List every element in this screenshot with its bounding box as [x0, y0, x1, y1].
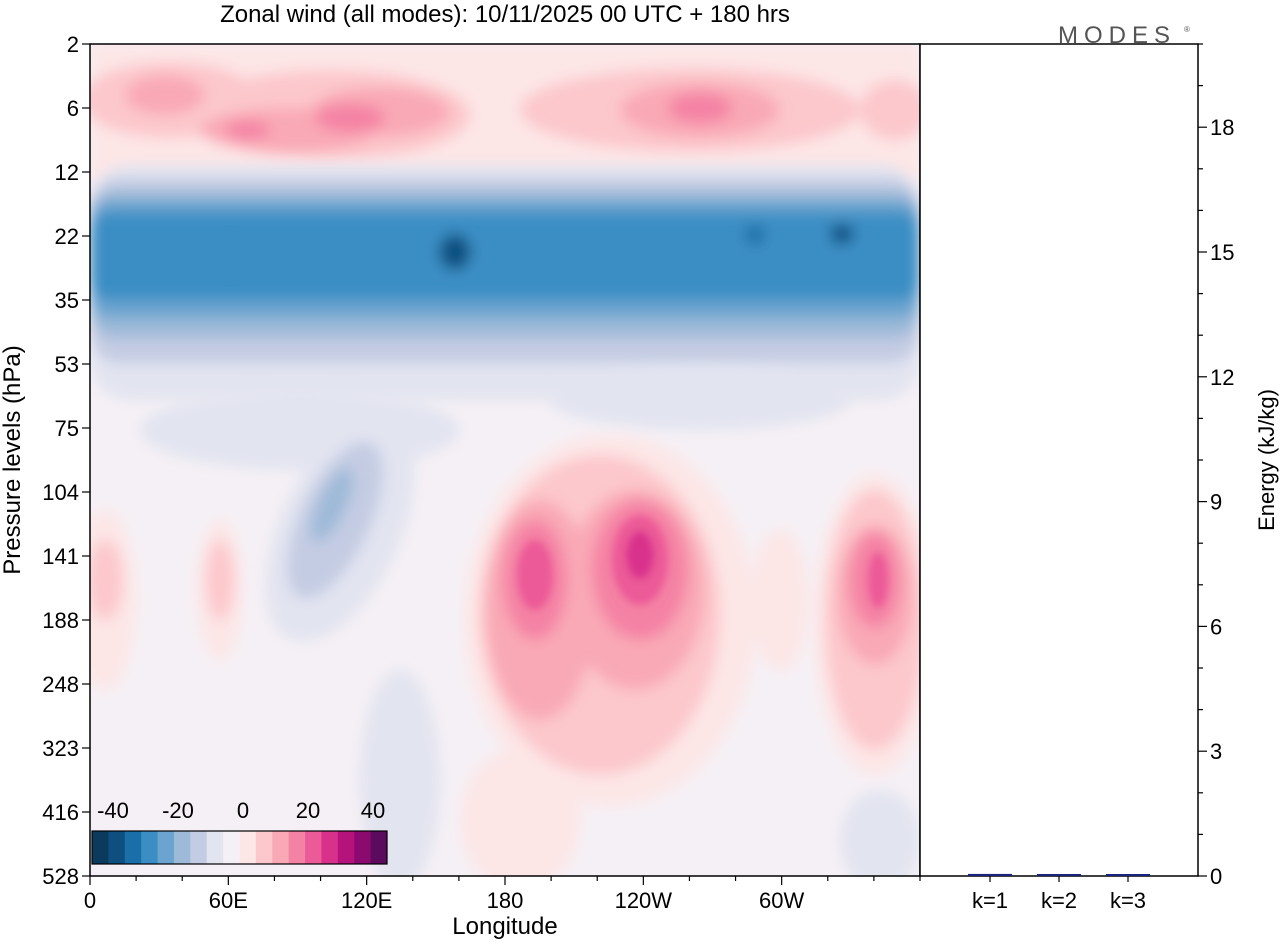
energy-category-label: k=2: [1041, 888, 1077, 913]
colorbar-swatch: [157, 831, 175, 864]
y-axis: 2 6 12 22 35 53 75 104 141 188 248 323 416 528: [42, 32, 90, 889]
y-tick-label: 12: [55, 160, 79, 185]
colorbar-tick-label: 20: [296, 798, 320, 823]
colorbar-swatch: [354, 831, 372, 864]
energy-tick-label: 6: [1210, 614, 1222, 639]
logo-registered-mark: ®: [1184, 25, 1190, 34]
colorbar-swatch: [305, 831, 322, 864]
energy-category-label: k=1: [972, 888, 1008, 913]
y-tick-label: 104: [42, 480, 79, 505]
energy-bar: [1106, 874, 1150, 876]
colorbar-swatch: [92, 831, 109, 864]
x-tick-label: 180: [487, 888, 524, 913]
energy-tick-label: 3: [1210, 739, 1222, 764]
energy-tick-label: 9: [1210, 490, 1222, 515]
colorbar-swatch: [141, 831, 159, 864]
y-tick-label: 2: [67, 32, 79, 57]
x-axis: 0 60E 120E 180 120W 60W: [84, 876, 921, 913]
colorbar-swatch: [239, 831, 257, 864]
x-tick-label: 60E: [209, 888, 248, 913]
x-tick-label: 120E: [341, 888, 392, 913]
energy-bar: [968, 873, 1012, 876]
lower-westerly-jets: [90, 435, 920, 876]
energy-panel-frame: [919, 43, 1199, 877]
colorbar-tick-label: 0: [237, 798, 249, 823]
energy-axis: 0 3 6 9 12 15 18: [1198, 43, 1234, 889]
x-tick-label: 0: [84, 888, 96, 913]
colorbar-swatch: [272, 831, 290, 864]
y-tick-label: 528: [42, 864, 79, 889]
jet-cores: [517, 515, 888, 610]
y-tick-label: 248: [42, 672, 79, 697]
colorbar-swatch: [206, 831, 224, 864]
y-axis-label: Pressure levels (hPa): [0, 345, 26, 574]
energy-tick-label: 0: [1210, 864, 1222, 889]
y-tick-label: 323: [42, 736, 79, 761]
y-tick-label: 53: [55, 352, 79, 377]
x-tick-label: 120W: [615, 888, 673, 913]
chart-title: Zonal wind (all modes): 10/11/2025 00 UT…: [220, 1, 790, 28]
energy-axis-label: Energy (kJ/kg): [1254, 389, 1279, 531]
upper-westerly-band: [90, 44, 920, 184]
x-axis-label: Longitude: [452, 913, 557, 940]
colorbar-swatch: [370, 831, 388, 864]
colorbar-swatch: [223, 831, 240, 864]
colorbar-tick-label: -20: [162, 798, 194, 823]
colorbar-swatch: [337, 831, 355, 864]
y-tick-label: 75: [55, 416, 79, 441]
y-tick-label: 416: [42, 800, 79, 825]
y-tick-label: 188: [42, 608, 79, 633]
colorbar-swatch: [321, 831, 339, 864]
y-tick-label: 35: [55, 288, 79, 313]
energy-tick-label: 18: [1210, 115, 1234, 140]
y-tick-label: 22: [55, 224, 79, 249]
colorbar-swatch: [190, 831, 208, 864]
energy-tick-label: 12: [1210, 365, 1234, 390]
upper-easterly-band: [90, 165, 920, 400]
y-tick-label: 141: [42, 544, 79, 569]
colorbar-tick-label: 40: [361, 798, 385, 823]
x-tick-label: 60W: [759, 888, 804, 913]
energy-tick-label: 15: [1210, 240, 1234, 265]
energy-bars: k=1 k=2 k=3: [968, 873, 1150, 913]
colorbar-swatch: [255, 831, 273, 864]
colorbar-swatch: [124, 831, 142, 864]
easterly-tongue: [140, 370, 920, 876]
colorbar-swatch: [288, 831, 306, 864]
colorbar-swatch: [108, 831, 126, 864]
colorbar-legend: -40 -20 0 20 40: [91, 798, 388, 865]
wind-contour-field: [90, 44, 920, 876]
colorbar-frame: [91, 830, 388, 865]
colorbar-swatch: [173, 831, 191, 864]
y-tick-label: 6: [67, 96, 79, 121]
energy-category-label: k=3: [1110, 888, 1146, 913]
energy-bar: [1037, 874, 1081, 876]
colorbar-tick-label: -40: [97, 798, 129, 823]
